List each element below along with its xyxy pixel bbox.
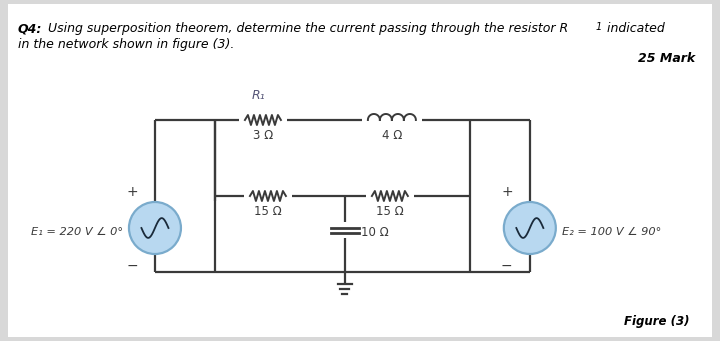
Text: Figure (3): Figure (3) [624,315,690,328]
Text: 3 Ω: 3 Ω [253,129,273,142]
Text: +: + [501,185,513,199]
Text: Using superposition theorem, determine the current passing through the resistor : Using superposition theorem, determine t… [44,22,568,35]
Text: −: − [501,259,513,273]
Circle shape [504,202,556,254]
Text: indicated: indicated [603,22,665,35]
Text: 15 Ω: 15 Ω [376,205,404,218]
Text: 10 Ω: 10 Ω [361,225,389,238]
FancyBboxPatch shape [8,4,712,337]
Text: Q4:: Q4: [18,22,42,35]
Circle shape [129,202,181,254]
Text: 25 Mark: 25 Mark [637,52,695,65]
Text: in the network shown in figure (3).: in the network shown in figure (3). [18,38,235,51]
Text: +: + [126,185,138,199]
Text: E₁ = 220 V ∠ 0°: E₁ = 220 V ∠ 0° [31,227,123,237]
Text: 4 Ω: 4 Ω [382,129,402,142]
Text: −: − [126,259,138,273]
Text: R₁: R₁ [252,89,266,102]
Text: E₂ = 100 V ∠ 90°: E₂ = 100 V ∠ 90° [562,227,661,237]
Text: 1: 1 [596,22,602,32]
Text: 15 Ω: 15 Ω [254,205,282,218]
